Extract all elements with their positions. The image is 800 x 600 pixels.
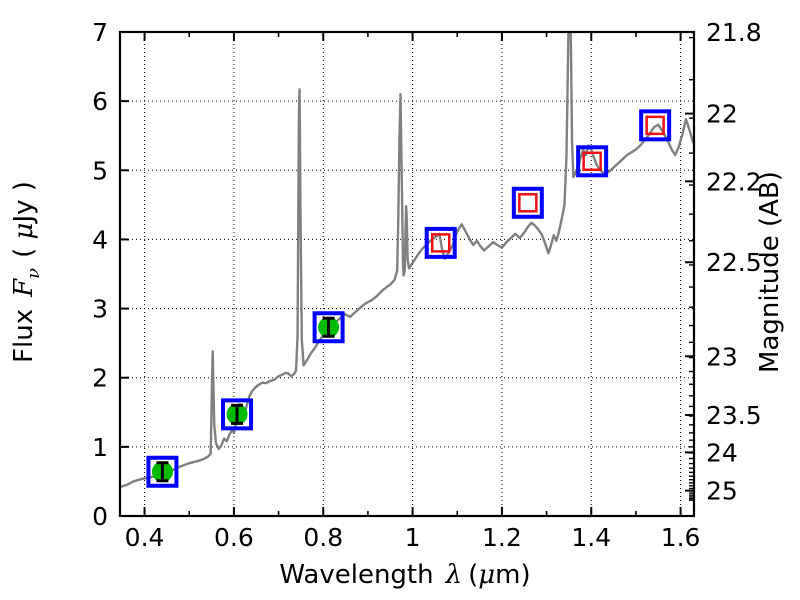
photometry-point (312, 311, 345, 344)
y-left-tick-label: 0 (92, 502, 108, 531)
photometry-point (511, 186, 544, 219)
plot-frame (118, 30, 696, 518)
y-right-tick-label: 22 (706, 100, 738, 129)
axis-ticks (120, 31, 694, 517)
x-tick-label: 1 (405, 523, 421, 552)
y-right-tick-label: 21.8 (706, 18, 762, 47)
y-right-tick-label: 25 (706, 477, 738, 506)
marker-outer-square (576, 145, 609, 178)
grid-lines (120, 32, 694, 516)
y-right-tick-label: 24 (706, 438, 738, 467)
y-left-tick-label: 6 (92, 87, 108, 116)
axes-frame (118, 30, 696, 518)
marker-model-square (518, 193, 538, 213)
x-tick-label: 1.2 (482, 523, 522, 552)
y-left-tick-label: 7 (92, 18, 108, 47)
marker-outer-square (639, 109, 672, 142)
y-left-axis-title: FluxFν( μJy ) (9, 181, 44, 363)
marker-outer-square (146, 455, 179, 488)
y-right-axis-title: Magnitude (AB) (755, 171, 785, 373)
y-right-tick-label: 22.5 (706, 248, 762, 277)
photometry-point (146, 455, 179, 488)
marker-outer-square (312, 311, 345, 344)
y-right-tick-label: 23.5 (706, 401, 762, 430)
x-tick-label: 0.6 (214, 523, 254, 552)
marker-outer-square (511, 186, 544, 219)
marker-model-square (645, 115, 665, 136)
x-tick-label: 1.4 (571, 523, 611, 552)
photometry-point (639, 109, 672, 142)
y-right-tick-label: 23 (706, 342, 738, 371)
y-left-tick-label: 3 (92, 295, 108, 324)
photometry-point (576, 145, 609, 178)
marker-model-square (430, 233, 451, 253)
photometry-point (221, 398, 254, 431)
y-left-tick-label: 2 (92, 364, 108, 393)
x-tick-label: 0.4 (125, 523, 165, 552)
y-left-tick-label: 5 (92, 156, 108, 185)
photometry-markers (146, 109, 672, 488)
y-right-tick-label: 22.2 (706, 167, 762, 196)
x-tick-label: 0.8 (303, 523, 343, 552)
y-left-tick-label: 1 (92, 433, 108, 462)
photometry-point (424, 226, 457, 259)
marker-model-square (582, 151, 602, 172)
y-left-tick-label: 4 (92, 225, 108, 254)
marker-outer-square (424, 226, 457, 259)
x-tick-label: 1.6 (661, 523, 701, 552)
x-axis-title: Wavelength λ (μm) (279, 560, 530, 590)
marker-outer-square (221, 398, 254, 431)
